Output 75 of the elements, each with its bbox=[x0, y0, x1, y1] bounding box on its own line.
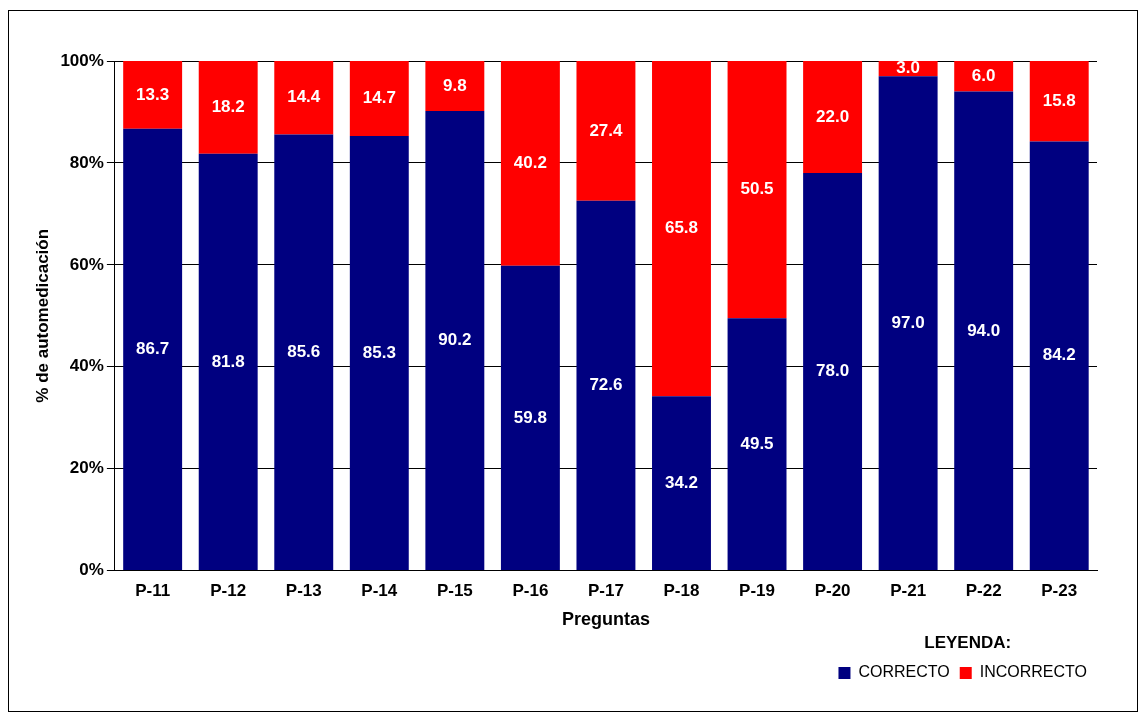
data-label: 3.0 bbox=[896, 58, 920, 78]
data-label: 14.4 bbox=[287, 87, 321, 107]
y-axis-title: % de automedicación bbox=[32, 228, 52, 403]
legend-title: LEYENDA: bbox=[924, 632, 1012, 652]
y-tick-label: 0% bbox=[79, 560, 104, 580]
data-label: 50.5 bbox=[740, 179, 774, 199]
x-tick-label: P-21 bbox=[890, 581, 927, 601]
bar bbox=[274, 61, 334, 135]
bar bbox=[198, 61, 258, 154]
x-tick-label: P-17 bbox=[587, 581, 624, 601]
data-label: 65.8 bbox=[664, 218, 699, 238]
bar bbox=[803, 173, 863, 571]
y-tick-label: 20% bbox=[69, 458, 104, 478]
legend-label: CORRECTO bbox=[858, 663, 950, 681]
data-label: 84.2 bbox=[1042, 345, 1076, 365]
data-label: 27.4 bbox=[589, 120, 624, 140]
x-tick-label: P-13 bbox=[285, 581, 322, 601]
x-tick-label: P-23 bbox=[1041, 581, 1078, 601]
bar bbox=[425, 61, 485, 111]
bar bbox=[652, 61, 711, 397]
data-label: 22.0 bbox=[816, 106, 850, 126]
x-tick-label: P-20 bbox=[814, 581, 851, 601]
bar bbox=[349, 135, 409, 571]
data-label: 34.2 bbox=[664, 472, 699, 492]
data-label: 72.6 bbox=[589, 375, 623, 395]
data-label: 86.7 bbox=[136, 339, 170, 359]
y-tick-label: 60% bbox=[69, 254, 104, 274]
data-label: 15.8 bbox=[1042, 90, 1076, 110]
x-tick-label: P-12 bbox=[210, 581, 247, 601]
x-tick-label: P-22 bbox=[965, 581, 1002, 601]
legend-label: INCORRECTO bbox=[979, 663, 1087, 681]
data-label: 85.6 bbox=[287, 341, 321, 361]
bar bbox=[500, 61, 560, 266]
bar bbox=[576, 200, 636, 571]
bar bbox=[652, 396, 711, 571]
data-label: 81.8 bbox=[211, 351, 245, 371]
y-tick-label: 100% bbox=[60, 50, 104, 70]
bar bbox=[1029, 141, 1089, 571]
data-label: 9.8 bbox=[443, 75, 467, 95]
data-label: 59.8 bbox=[513, 407, 547, 427]
bar bbox=[425, 110, 485, 571]
x-tick-label: P-18 bbox=[663, 581, 700, 601]
y-tick-label: 80% bbox=[69, 152, 104, 172]
data-label: 90.2 bbox=[438, 330, 472, 350]
bar bbox=[954, 91, 1014, 571]
data-label: 49.5 bbox=[740, 433, 774, 453]
x-tick-label: P-15 bbox=[436, 581, 473, 601]
data-label: 85.3 bbox=[362, 342, 396, 362]
bar bbox=[878, 76, 938, 571]
bar bbox=[954, 61, 1014, 92]
x-tick-label: P-14 bbox=[361, 581, 398, 601]
bar bbox=[500, 265, 560, 571]
x-axis-title: Preguntas bbox=[561, 608, 650, 629]
data-label: 13.3 bbox=[136, 84, 170, 104]
bar bbox=[123, 61, 183, 129]
x-tick-label: P-11 bbox=[135, 581, 171, 601]
data-label: 6.0 bbox=[971, 65, 996, 85]
x-tick-label: P-16 bbox=[512, 581, 549, 601]
y-tick-label: 40% bbox=[69, 356, 104, 376]
bar bbox=[803, 61, 863, 174]
bar bbox=[727, 318, 787, 571]
data-label: 78.0 bbox=[816, 361, 850, 381]
bar bbox=[576, 61, 636, 201]
bar bbox=[1029, 61, 1089, 142]
bar bbox=[123, 128, 183, 571]
data-label: 97.0 bbox=[891, 312, 925, 332]
bar bbox=[274, 134, 334, 571]
x-tick-label: P-19 bbox=[739, 581, 775, 601]
bar bbox=[198, 153, 258, 571]
data-label: 94.0 bbox=[967, 320, 1001, 340]
data-label: 40.2 bbox=[513, 153, 547, 173]
data-label: 14.7 bbox=[362, 88, 396, 108]
bar bbox=[727, 61, 787, 319]
data-label: 18.2 bbox=[211, 97, 245, 117]
bar bbox=[349, 61, 409, 136]
